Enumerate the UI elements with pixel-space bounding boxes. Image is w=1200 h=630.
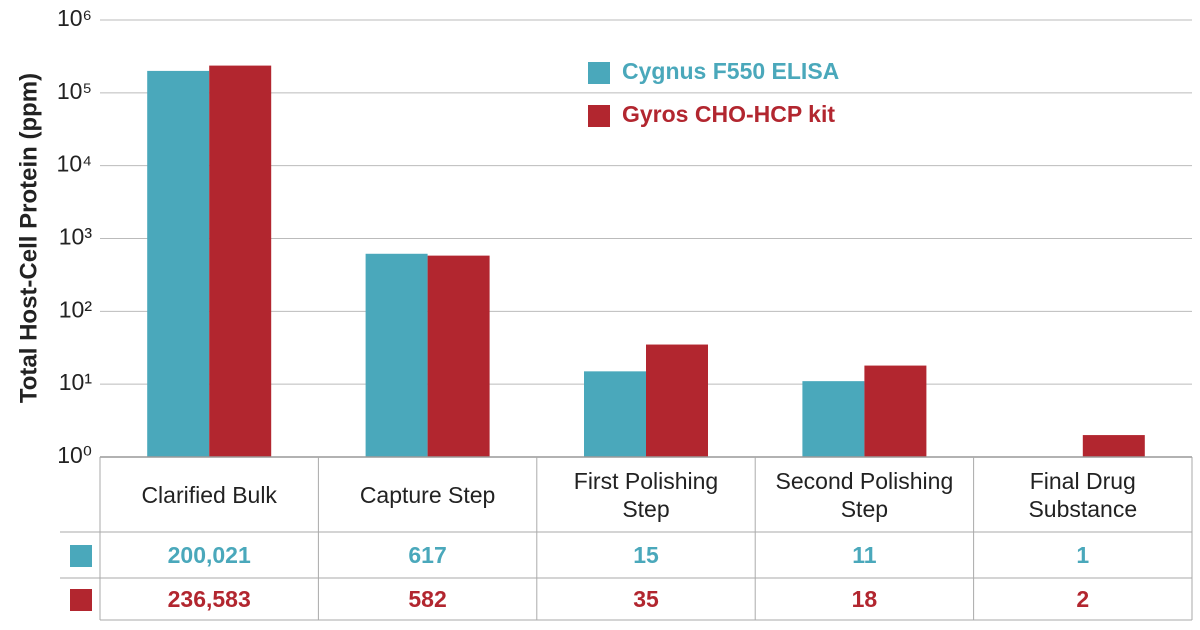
legend-label: Cygnus F550 ELISA [622, 58, 839, 84]
row-swatch [70, 589, 92, 611]
bar [147, 70, 210, 457]
row-swatch [70, 545, 92, 567]
y-tick-label: 10⁵ [57, 78, 92, 104]
data-label: 236,583 [167, 585, 251, 612]
data-label: 2 [1076, 585, 1090, 612]
y-tick-label: 10¹ [59, 369, 93, 395]
data-label: 11 [852, 541, 877, 568]
data-label: 15 [633, 541, 659, 568]
y-tick-label: 10⁰ [57, 442, 92, 468]
x-tick-label: First Polishing Step [573, 467, 719, 522]
x-tick-label: Final Drug Substance [1028, 467, 1138, 522]
data-label: 582 [408, 585, 447, 612]
bar [646, 344, 708, 457]
bar [1082, 435, 1145, 457]
bar [802, 381, 865, 457]
legend-label: Gyros CHO-HCP kit [622, 101, 835, 127]
legend-swatch [588, 62, 610, 84]
data-label: 1 [1076, 541, 1090, 568]
y-tick-label: 10⁴ [57, 151, 92, 177]
y-tick-label: 10³ [59, 224, 93, 250]
bar [427, 255, 490, 457]
data-label: 200,021 [167, 541, 251, 568]
bar [584, 371, 646, 457]
bar [209, 65, 272, 458]
bar [864, 365, 927, 457]
bar [365, 253, 428, 457]
data-label: 18 [851, 585, 878, 612]
x-tick-label: Second Polishing Step [775, 467, 954, 522]
x-tick-label: Clarified Bulk [141, 481, 277, 508]
y-tick-label: 10² [59, 296, 93, 322]
legend-swatch [588, 105, 610, 127]
y-axis-label: Total Host-Cell Protein (ppm) [15, 73, 42, 403]
y-tick-label: 10⁶ [57, 5, 92, 31]
data-label: 35 [633, 585, 659, 612]
x-tick-label: Capture Step [359, 481, 496, 508]
data-label: 617 [408, 541, 447, 568]
